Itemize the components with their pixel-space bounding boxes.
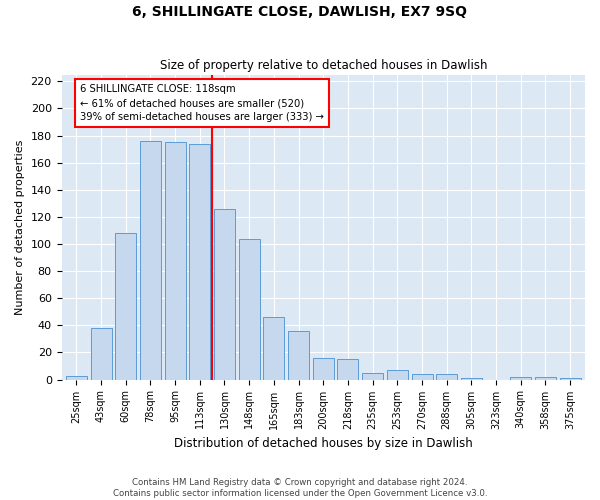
Title: Size of property relative to detached houses in Dawlish: Size of property relative to detached ho… (160, 59, 487, 72)
Bar (461, 378, 482, 380)
Text: 6, SHILLINGATE CLOSE, DAWLISH, EX7 9SQ: 6, SHILLINGATE CLOSE, DAWLISH, EX7 9SQ (133, 5, 467, 19)
Bar (239, 238, 260, 380)
Bar (115, 233, 136, 380)
Bar (140, 141, 161, 380)
Bar (66, 376, 87, 380)
Bar (263, 317, 284, 380)
Bar (337, 359, 358, 380)
Bar (288, 331, 309, 380)
Bar (387, 370, 408, 380)
Bar (535, 377, 556, 380)
Bar (164, 142, 185, 380)
Bar (412, 374, 433, 380)
Bar (436, 374, 457, 380)
X-axis label: Distribution of detached houses by size in Dawlish: Distribution of detached houses by size … (174, 437, 473, 450)
Bar (560, 378, 581, 380)
Bar (91, 328, 112, 380)
Bar (362, 373, 383, 380)
Text: Contains HM Land Registry data © Crown copyright and database right 2024.
Contai: Contains HM Land Registry data © Crown c… (113, 478, 487, 498)
Bar (190, 144, 210, 380)
Bar (214, 209, 235, 380)
Bar (511, 377, 531, 380)
Bar (313, 358, 334, 380)
Y-axis label: Number of detached properties: Number of detached properties (15, 140, 25, 315)
Text: 6 SHILLINGATE CLOSE: 118sqm
← 61% of detached houses are smaller (520)
39% of se: 6 SHILLINGATE CLOSE: 118sqm ← 61% of det… (80, 84, 324, 122)
